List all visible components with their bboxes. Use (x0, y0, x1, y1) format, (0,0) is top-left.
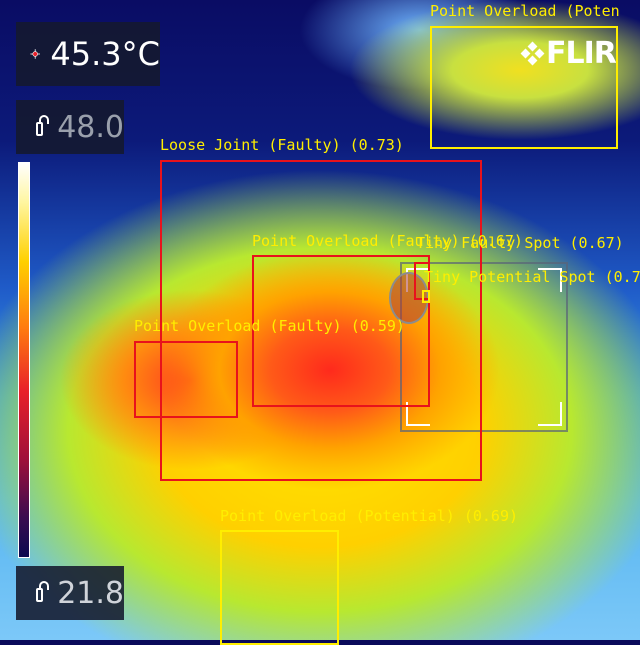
detection-box-faulty (252, 255, 430, 407)
detection-box-potential (422, 290, 430, 303)
flir-logo-text: FLIR (546, 36, 617, 71)
detection-box-potential (430, 26, 618, 149)
detection-label: Tiny Potential Spot (0.7 (424, 268, 640, 286)
detection-box-potential (220, 530, 339, 645)
lock-icon (36, 581, 50, 602)
max-temperature-lock: 48.0 (16, 100, 124, 154)
detection-label: Loose Joint (Faulty) (0.73) (160, 136, 404, 154)
detection-label: Point Overload (Poten (430, 2, 620, 20)
color-scale-bar (18, 162, 30, 558)
detection-label: Point Overload (Potential) (0.69) (220, 507, 519, 525)
spot-temperature-readout: 45.3°C (16, 22, 160, 86)
crosshair-icon (30, 49, 41, 59)
spot-temperature-value: 45.3°C (50, 35, 160, 73)
min-temperature-value: 21.8 (57, 575, 124, 611)
min-temperature-lock: 21.8 (16, 566, 124, 620)
lock-icon (36, 115, 50, 136)
detection-label: Tiny Faulty Spot (0.67) (416, 234, 624, 252)
flir-logo: FLIR (520, 36, 617, 71)
detection-label: Point Overload (Faulty) (0.67) (252, 232, 523, 250)
max-temperature-value: 48.0 (57, 109, 124, 145)
detection-label: Point Overload (Faulty) (0.59) (134, 317, 405, 335)
detection-box-faulty (160, 160, 482, 481)
detection-box-faulty (134, 341, 238, 418)
